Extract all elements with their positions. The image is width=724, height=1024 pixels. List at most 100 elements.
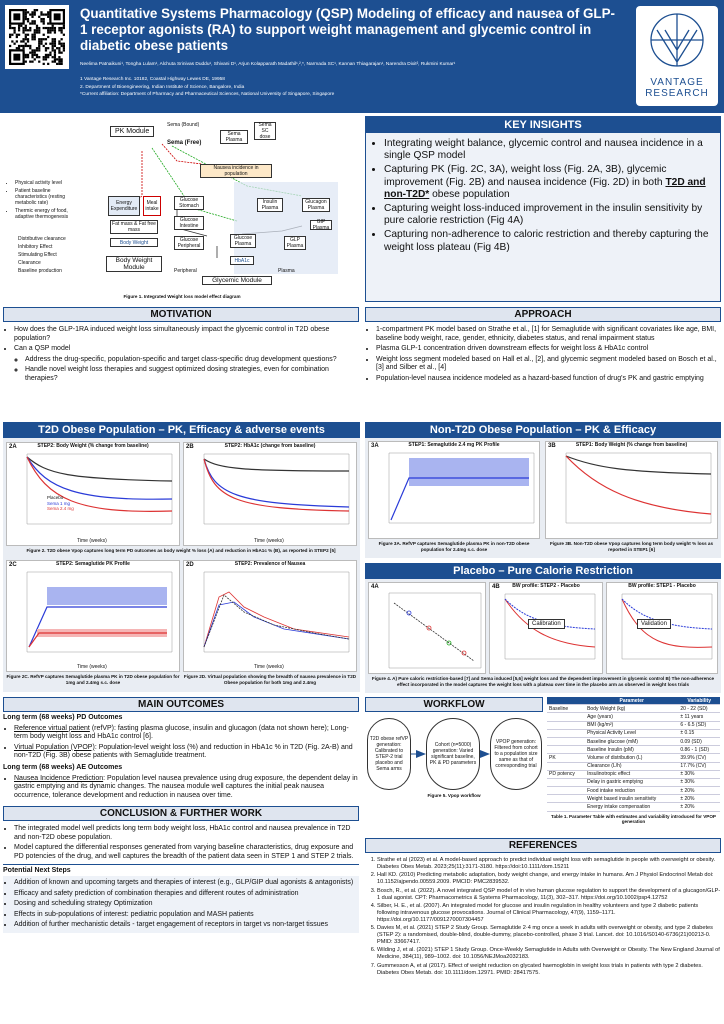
qr-code [5,5,69,69]
qr-cell [9,35,12,39]
list-item: Dosing and scheduling strategy Optimizat… [14,900,359,909]
qr-cell [24,17,27,21]
panel-title: BW profile: STEP2 - Placebo [512,583,580,589]
figure-1: PK Module Sema (Bound) Sema Plasma Sema … [2,116,360,304]
qr-cell [47,26,50,30]
qr-cell [47,22,50,25]
table-cell: 6 - 6.5 (SD) [678,721,720,730]
qr-cell [51,24,54,27]
qr-cell [58,40,61,43]
qr-cell [53,26,57,30]
panel-title: STEP1: Body Weight (% change from baseli… [575,442,688,448]
qr-cell [9,33,12,36]
list-item: Capturing non-adherence to caloric restr… [384,229,714,253]
qr-cell [38,44,41,48]
table-row: Energy intake compensation ± 20% [547,802,720,812]
qr-cell [42,26,45,30]
panel-label: 2D [186,562,194,568]
table-cell: Food intake reduction [585,786,679,796]
list-item: Strathe et al (2023) et al. A model-base… [377,857,721,870]
qr-cell [35,49,39,52]
qr-cell [38,40,41,43]
qr-cell [15,40,18,43]
outcomes-body: Long term (68 weeks) PD Outcomes Referen… [3,714,359,802]
qr-cell [33,38,36,41]
panel-label: 2A [9,444,17,450]
qr-cell [53,58,57,61]
qr-cell [38,26,41,30]
table-cell: Delay in gastric emptying [585,778,679,788]
table-cell: Age (years) [585,712,679,722]
figure-caption: Figure 1. Integrated Weight loss model e… [123,294,241,299]
qr-cell [49,31,52,34]
qr-cell [40,17,43,21]
list-item: Silber, H. E., et al. (2007). An integra… [377,903,721,923]
qr-cell [51,49,54,52]
qr-cell [35,31,39,34]
qr-cell [42,20,45,23]
table-cell [547,778,586,788]
qr-cell [11,33,14,36]
qr-cell [38,38,41,41]
node: Sema SC dose [254,122,276,140]
text-run: Capturing PK (Fig. 2C, 3A), weight loss … [384,164,667,188]
qr-cell [44,42,48,45]
qr-cell [35,47,39,50]
legend-entry: Sema 1 mg [47,500,71,506]
qr-cell [33,53,36,57]
qr-cell [29,44,32,48]
list-item: Distributive clearance [18,236,66,242]
list: Strathe et al (2023) et al. A model-base… [365,857,721,976]
node: Glucose Stomach [174,196,204,210]
text-run: Can a QSP model [14,345,71,353]
workflow-step: Cohort (n=5000) generation: Varied signi… [426,718,480,790]
axis-label: Time (weeks) [77,538,107,544]
list-item: Capturing PK (Fig. 2C, 3A), weight loss … [384,164,714,201]
sub-list: Address the drug-specific, population-sp… [14,356,359,384]
qr-cell [31,56,34,59]
qr-cell [62,24,65,27]
list-item: Effects in sub-populations of interest: … [14,911,359,920]
qr-cell [42,33,45,36]
node: Glucose Intestine [174,216,204,230]
list-item: Bosch, R., et al. (2022). A novel integr… [377,888,721,901]
node: Sema Plasma [220,130,248,144]
table-row: Delay in gastric emptying ± 30% [547,778,720,788]
qr-cell [60,29,63,32]
qr-cell [35,24,39,27]
list: 1-compartment PK model based on Strathe … [365,326,721,384]
qr-cell [60,58,63,61]
table-cell: Baseline Insulin (pM) [585,745,679,755]
qr-cell [22,40,25,43]
qr-cell [51,42,54,45]
node: Meal intake [143,196,161,216]
logo-text: RESEARCH [645,88,709,99]
qr-cell [51,38,54,41]
workflow-step: VPOP generation: Filtered from cohort to… [490,718,542,790]
qr-cell [51,56,54,59]
qr-cell [44,26,48,30]
chart-panel: 3B STEP1: Body Weight (% change from bas… [545,441,718,539]
list-item: Plasma GLP-1 concentration driven downst… [376,345,721,354]
list-item: Davies M, et al. (2021) STEP 2 Study Gro… [377,925,721,945]
section-title: CONCLUSION & FURTHER WORK [3,806,359,821]
list: Integrating weight balance, glycemic con… [372,138,714,254]
legend-entry: Sema 2.4 mg [47,506,74,511]
figure-caption: Figure 4. A) Pure caloric restriction-ba… [371,676,715,687]
qr-cell [26,11,30,14]
table-cell: ± 20% [678,786,720,796]
qr-cell [31,13,34,16]
figure-caption: Figure 2D. Virtual population showing th… [183,674,357,685]
plot [388,452,535,524]
authors: Neelima Patnaikuni¹, Tongha Lulam¹, Alch… [80,62,456,67]
qr-cell [44,49,48,52]
list: Physical activity level Patient baseline … [4,180,74,220]
panel-label: 4A [371,584,379,590]
panel-label: 2C [9,562,17,568]
node: Sema (Bound) [167,122,200,128]
qr-cell [31,20,34,23]
qr-cell [56,47,59,50]
qr-cell [22,38,25,41]
qr-cell [26,40,30,43]
affiliations: 1 Vantage Research Inc. 10182, Coastal H… [80,76,620,99]
